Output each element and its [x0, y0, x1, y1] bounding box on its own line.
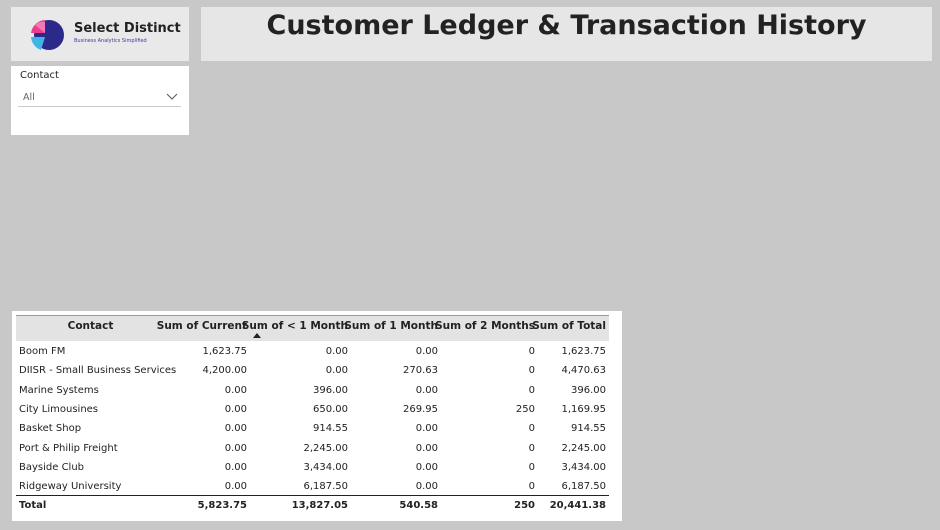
table-panel: Contact Sum of Current Sum of < 1 Month Sum… [12, 311, 622, 521]
slicer-dropdown[interactable]: All [18, 87, 181, 107]
logo-panel: Select Distinct Business Analytics Simpl… [11, 7, 189, 61]
column-header: Sum of 1 Month [344, 320, 438, 332]
table-cell: 0.00 [415, 461, 438, 473]
dropdown-chevron [166, 93, 178, 100]
table-cell: 0 [528, 346, 535, 357]
row-label: Ridgeway University [19, 481, 122, 493]
table-cell: 0 [528, 461, 535, 473]
table-cell: 4,200.00 [202, 365, 247, 377]
table-cell: 3,434.00 [561, 461, 606, 473]
column-header: Sum of 2 Months [435, 320, 535, 332]
table-cell: 2,245.00 [561, 442, 606, 454]
table-cell: 2,245.00 [303, 442, 348, 454]
table-cell: 270.63 [403, 365, 438, 377]
column-header: Contact [67, 320, 114, 332]
slicer-label: Contact [20, 70, 59, 81]
table-cell: 0.00 [224, 384, 247, 396]
table-cell: 0.00 [224, 481, 247, 493]
table-header-bg [16, 315, 609, 341]
column-header: Sum of Current [156, 320, 247, 332]
total-cell: 540.58 [399, 500, 438, 511]
page-title: Customer Ledger & Transaction History [266, 10, 867, 41]
column-header: Sum of < 1 Month [241, 320, 348, 332]
table-cell: 1,623.75 [202, 346, 247, 357]
table-cell: 0 [528, 365, 535, 377]
total-cell: 250 [514, 500, 535, 511]
column-header: Sum of Total [532, 320, 606, 332]
table-cell: 0.00 [415, 384, 438, 396]
table-cell: 0.00 [224, 461, 247, 473]
table-cell: 914.55 [571, 423, 606, 435]
row-label: DIISR - Small Business Services [19, 365, 177, 377]
logo-tagline: Business Analytics Simplified [74, 38, 147, 44]
row-label: Port & Philip Freight [19, 442, 118, 454]
table-cell: 1,623.75 [561, 346, 606, 357]
total-cell: Total [19, 500, 47, 511]
total-cell: 20,441.38 [549, 500, 606, 511]
total-cell: 13,827.05 [291, 500, 348, 511]
row-label: Marine Systems [19, 384, 99, 396]
table-cell: 0.00 [325, 346, 348, 357]
table-cell: 0 [528, 481, 535, 493]
total-cell: 5,823.75 [197, 500, 247, 511]
table-cell: 0.00 [224, 403, 247, 415]
table-cell: 0.00 [224, 442, 247, 454]
total-separator [16, 495, 609, 496]
table-cell: 0 [528, 384, 535, 396]
table-cell: 0 [528, 442, 535, 454]
title-panel: Customer Ledger & Transaction History [201, 7, 932, 61]
table-cell: 0.00 [224, 423, 247, 435]
logo-icon [31, 20, 64, 50]
row-label: City Limousines [19, 403, 99, 415]
slicer-value: All [23, 92, 35, 103]
table-cell: 1,169.95 [561, 403, 606, 415]
row-label: Boom FM [19, 346, 66, 357]
table-cell: 650.00 [313, 403, 348, 415]
table-cell: 6,187.50 [561, 481, 606, 493]
slicer-panel: Contact All [11, 66, 189, 135]
table-cell: 0.00 [415, 442, 438, 454]
table-cell: 396.00 [571, 384, 606, 396]
table-cell: 3,434.00 [303, 461, 348, 473]
table-cell: 4,470.63 [561, 365, 606, 377]
row-label: Bayside Club [19, 461, 85, 473]
table-cell: 0 [528, 423, 535, 435]
table-cell: 0.00 [415, 423, 438, 435]
table-cell: 269.95 [403, 403, 438, 415]
table-cell: 0.00 [415, 346, 438, 357]
table-cell: 0.00 [415, 481, 438, 493]
table-cell: 396.00 [313, 384, 348, 396]
table-cell: 6,187.50 [303, 481, 348, 493]
table-cell: 0.00 [325, 365, 348, 377]
table-cell: 914.55 [313, 423, 348, 435]
row-label: Basket Shop [19, 423, 82, 435]
sort-indicator [253, 333, 261, 338]
table-cell: 250 [515, 403, 535, 415]
logo-name: Select Distinct [74, 21, 181, 36]
